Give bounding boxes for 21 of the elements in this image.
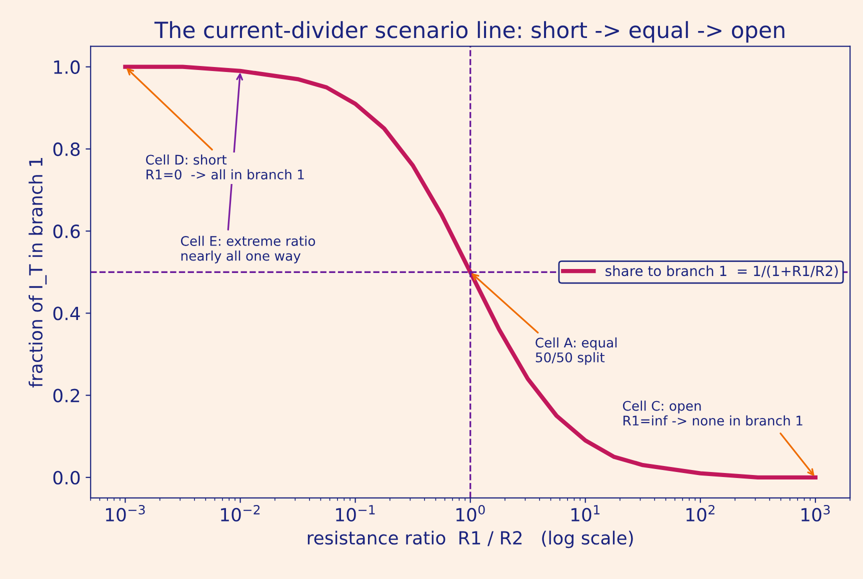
chart-title: The current-divider scenario line: short -> equal -> open — [154, 21, 784, 43]
x-tick-label: 10$^{−1}$ — [336, 505, 375, 522]
annotation: Cell E: extreme ratio nearly all one way — [180, 236, 316, 264]
y-tick-label: 1.0 — [54, 60, 80, 74]
annotation: Cell D: short R1=0 -> all in branch 1 — [146, 154, 304, 180]
x-tick-label: 10$^{3}$ — [802, 504, 830, 522]
y-tick-label: 0.4 — [53, 306, 80, 320]
x-axis-title: resistance ratio R1 / R2 (log scale) — [308, 530, 633, 548]
x-tick-label: 10$^{2}$ — [686, 504, 714, 522]
x-tick-label: 10$^{0}$ — [456, 504, 485, 522]
x-tick-label: 10$^{1}$ — [571, 505, 600, 522]
y-axis-title: fraction of I_T in branch 1 — [28, 158, 47, 388]
y-tick-label: 0.0 — [53, 470, 80, 485]
y-tick-label: 0.2 — [53, 388, 80, 402]
legend-label: share to branch 1 = 1/(1+R1/R2) — [606, 265, 838, 278]
x-tick-label: 10$^{−3}$ — [106, 504, 145, 522]
y-tick-label: 0.8 — [53, 142, 80, 156]
x-tick-label: 10$^{−2}$ — [221, 504, 260, 522]
y-tick-label: 0.6 — [53, 224, 80, 238]
annotation: Cell C: open R1=inf -> none in branch 1 — [622, 400, 802, 426]
annotation: Cell A: equal 50/50 split — [536, 337, 617, 365]
